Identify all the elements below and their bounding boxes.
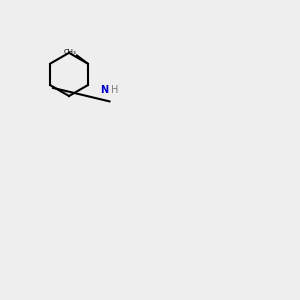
Text: N: N [100, 85, 108, 95]
Text: CH₃: CH₃ [64, 49, 76, 55]
Text: H: H [111, 85, 118, 95]
